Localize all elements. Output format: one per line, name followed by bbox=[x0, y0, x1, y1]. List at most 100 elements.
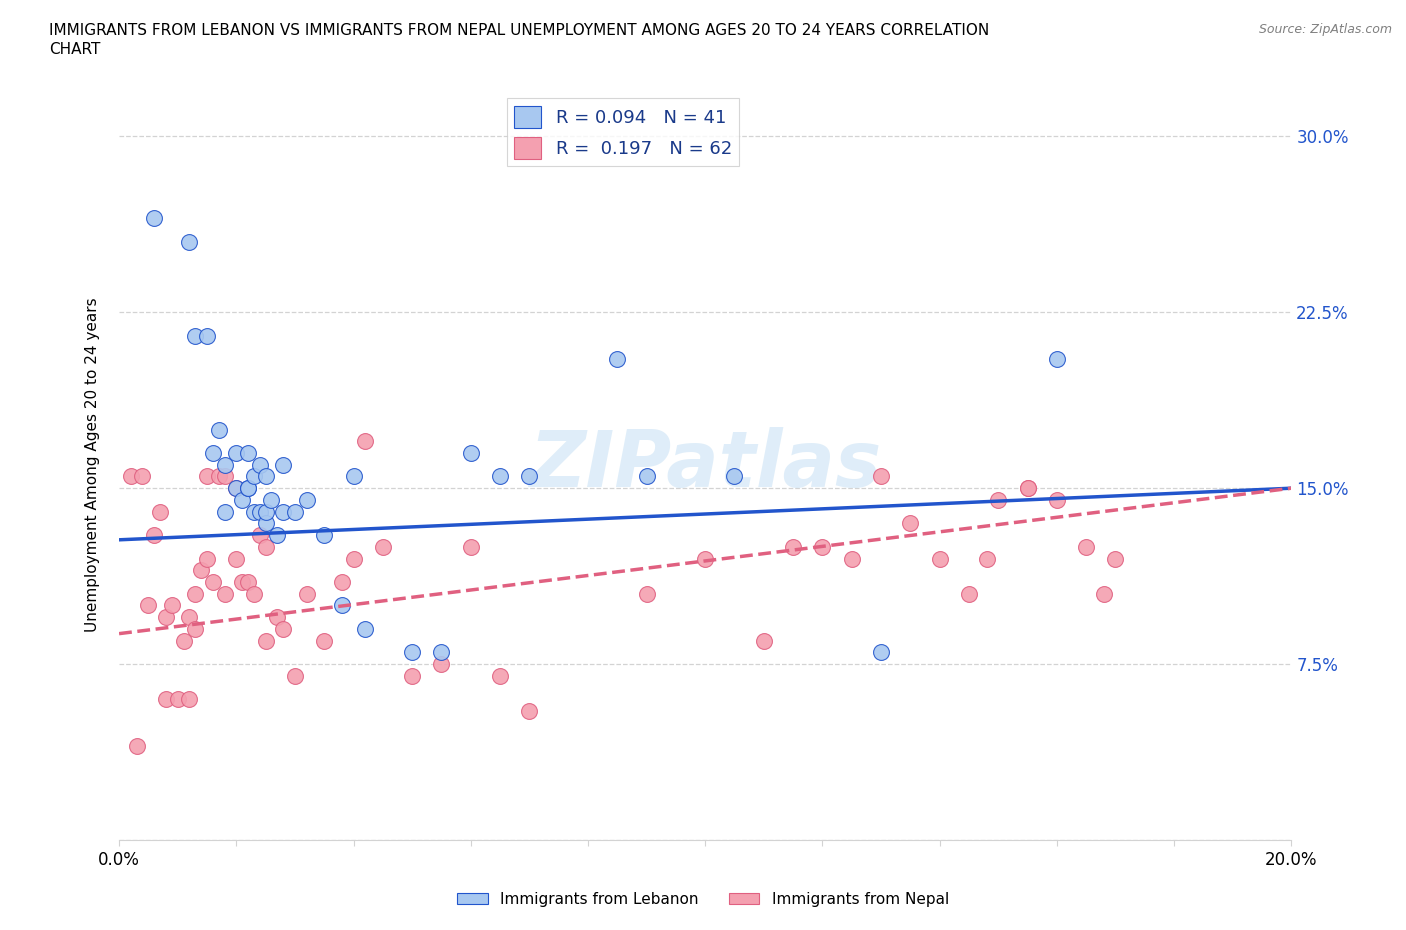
Point bbox=[236, 575, 259, 590]
Point bbox=[330, 575, 353, 590]
Point bbox=[295, 586, 318, 601]
Point bbox=[1017, 481, 1039, 496]
Point bbox=[225, 481, 247, 496]
Point bbox=[179, 234, 201, 249]
Legend: Immigrants from Lebanon, Immigrants from Nepal: Immigrants from Lebanon, Immigrants from… bbox=[451, 886, 955, 913]
Point bbox=[120, 469, 142, 484]
Point bbox=[460, 539, 482, 554]
Point bbox=[131, 469, 153, 484]
Point bbox=[254, 469, 277, 484]
Point bbox=[928, 551, 950, 566]
Point bbox=[957, 586, 980, 601]
Text: CHART: CHART bbox=[49, 42, 101, 57]
Point bbox=[236, 481, 259, 496]
Point bbox=[249, 527, 271, 542]
Y-axis label: Unemployment Among Ages 20 to 24 years: Unemployment Among Ages 20 to 24 years bbox=[86, 298, 100, 632]
Point bbox=[782, 539, 804, 554]
Point bbox=[401, 645, 423, 660]
Point bbox=[898, 516, 921, 531]
Point bbox=[517, 469, 540, 484]
Point bbox=[271, 621, 294, 636]
Point bbox=[179, 692, 201, 707]
Point bbox=[401, 669, 423, 684]
Point bbox=[195, 551, 218, 566]
Point bbox=[1046, 493, 1069, 508]
Text: ZIPatlas: ZIPatlas bbox=[529, 427, 882, 503]
Point bbox=[636, 469, 658, 484]
Point bbox=[430, 657, 453, 671]
Point bbox=[342, 469, 364, 484]
Point bbox=[254, 633, 277, 648]
Point bbox=[260, 493, 283, 508]
Point bbox=[841, 551, 863, 566]
Point bbox=[752, 633, 775, 648]
Point bbox=[271, 458, 294, 472]
Point bbox=[695, 551, 717, 566]
Point bbox=[371, 539, 394, 554]
Point bbox=[342, 551, 364, 566]
Point bbox=[723, 469, 745, 484]
Point bbox=[284, 504, 307, 519]
Text: IMMIGRANTS FROM LEBANON VS IMMIGRANTS FROM NEPAL UNEMPLOYMENT AMONG AGES 20 TO 2: IMMIGRANTS FROM LEBANON VS IMMIGRANTS FR… bbox=[49, 23, 990, 38]
Point bbox=[214, 504, 236, 519]
Point bbox=[1017, 481, 1039, 496]
Point bbox=[430, 645, 453, 660]
Point bbox=[149, 504, 172, 519]
Point bbox=[254, 516, 277, 531]
Point bbox=[214, 469, 236, 484]
Point bbox=[143, 527, 166, 542]
Point bbox=[184, 328, 207, 343]
Point bbox=[184, 586, 207, 601]
Point bbox=[1092, 586, 1115, 601]
Point bbox=[166, 692, 188, 707]
Point bbox=[266, 527, 288, 542]
Point bbox=[155, 610, 177, 625]
Point bbox=[489, 669, 512, 684]
Point bbox=[214, 458, 236, 472]
Point bbox=[184, 621, 207, 636]
Point bbox=[636, 586, 658, 601]
Point bbox=[870, 645, 893, 660]
Point bbox=[138, 598, 160, 613]
Point bbox=[190, 563, 212, 578]
Point bbox=[987, 493, 1010, 508]
Point bbox=[225, 551, 247, 566]
Point bbox=[243, 586, 266, 601]
Point bbox=[606, 352, 628, 366]
Point bbox=[236, 445, 259, 460]
Point bbox=[266, 610, 288, 625]
Point bbox=[976, 551, 998, 566]
Point bbox=[249, 504, 271, 519]
Point bbox=[201, 445, 224, 460]
Point bbox=[517, 704, 540, 719]
Point bbox=[155, 692, 177, 707]
Point bbox=[254, 539, 277, 554]
Point bbox=[243, 504, 266, 519]
Point bbox=[870, 469, 893, 484]
Point bbox=[314, 633, 336, 648]
Point bbox=[236, 481, 259, 496]
Point bbox=[231, 493, 253, 508]
Point bbox=[231, 575, 253, 590]
Point bbox=[195, 469, 218, 484]
Point bbox=[354, 621, 377, 636]
Point bbox=[225, 481, 247, 496]
Point bbox=[214, 586, 236, 601]
Text: Source: ZipAtlas.com: Source: ZipAtlas.com bbox=[1258, 23, 1392, 36]
Point bbox=[243, 469, 266, 484]
Point bbox=[208, 422, 231, 437]
Point bbox=[173, 633, 195, 648]
Point bbox=[460, 445, 482, 460]
Point bbox=[354, 433, 377, 448]
Point bbox=[1076, 539, 1098, 554]
Point bbox=[1046, 352, 1069, 366]
Point bbox=[314, 527, 336, 542]
Point bbox=[179, 610, 201, 625]
Point bbox=[225, 445, 247, 460]
Point bbox=[330, 598, 353, 613]
Point bbox=[143, 211, 166, 226]
Point bbox=[271, 504, 294, 519]
Point bbox=[195, 328, 218, 343]
Point bbox=[254, 504, 277, 519]
Legend: R = 0.094   N = 41, R =  0.197   N = 62: R = 0.094 N = 41, R = 0.197 N = 62 bbox=[508, 99, 740, 166]
